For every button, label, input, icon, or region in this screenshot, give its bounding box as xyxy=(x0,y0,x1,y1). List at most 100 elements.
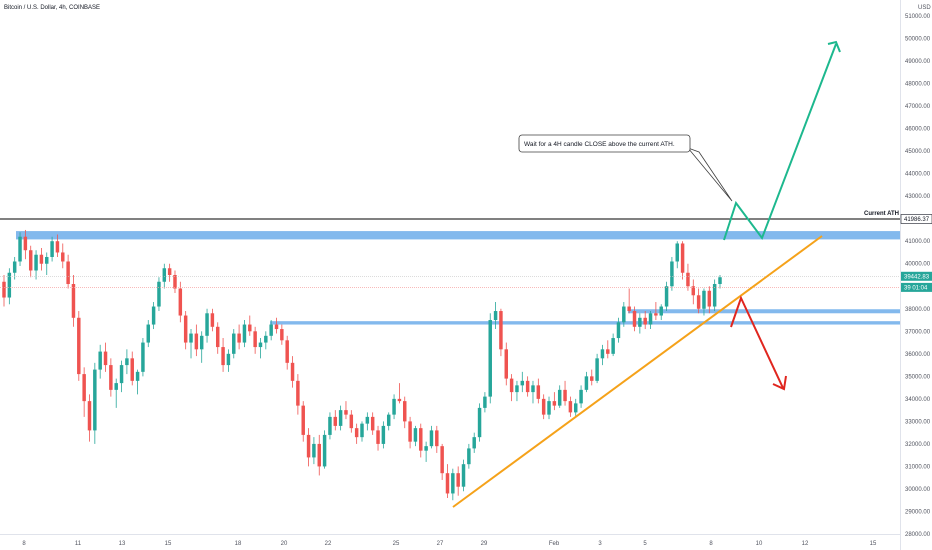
candle[interactable] xyxy=(563,380,567,406)
annotation-callout[interactable]: Wait for a 4H candle CLOSE above the cur… xyxy=(518,134,733,202)
candle[interactable] xyxy=(125,349,129,375)
candle[interactable] xyxy=(285,335,289,370)
candle[interactable] xyxy=(552,392,557,411)
candle[interactable] xyxy=(557,385,562,408)
candle[interactable] xyxy=(606,340,610,359)
candle[interactable] xyxy=(440,443,444,480)
candle[interactable] xyxy=(499,308,503,357)
candle[interactable] xyxy=(317,434,321,476)
candle[interactable] xyxy=(376,425,380,451)
candle[interactable] xyxy=(306,428,311,467)
candle[interactable] xyxy=(301,401,305,442)
candle[interactable] xyxy=(135,369,140,395)
bearish-projection-arrow[interactable] xyxy=(730,295,784,389)
candle[interactable] xyxy=(627,288,631,314)
candle[interactable] xyxy=(253,326,257,354)
candle[interactable] xyxy=(413,425,418,447)
candle[interactable] xyxy=(7,268,12,305)
candle[interactable] xyxy=(322,430,327,469)
candle[interactable] xyxy=(109,358,113,397)
candle[interactable] xyxy=(691,279,696,305)
candle[interactable] xyxy=(632,306,637,332)
candle[interactable] xyxy=(403,396,407,429)
candle[interactable] xyxy=(93,362,97,444)
candle[interactable] xyxy=(670,256,674,291)
candle[interactable] xyxy=(119,360,124,393)
candle[interactable] xyxy=(360,421,364,442)
candle[interactable] xyxy=(579,385,583,408)
candle[interactable] xyxy=(531,380,535,404)
candle[interactable] xyxy=(221,338,225,372)
candle[interactable] xyxy=(547,396,551,420)
candle[interactable] xyxy=(12,256,17,280)
candle[interactable] xyxy=(365,412,370,431)
candle[interactable] xyxy=(648,311,653,330)
candle[interactable] xyxy=(328,412,332,440)
candle[interactable] xyxy=(183,311,188,350)
candle[interactable] xyxy=(18,232,22,266)
candle[interactable] xyxy=(408,416,412,449)
candle[interactable] xyxy=(370,412,375,435)
candle[interactable] xyxy=(622,302,626,327)
candle[interactable] xyxy=(290,356,295,388)
candle[interactable] xyxy=(707,286,712,314)
candle[interactable] xyxy=(573,398,578,417)
candle[interactable] xyxy=(274,317,279,334)
candle[interactable] xyxy=(451,468,455,501)
candle[interactable] xyxy=(584,371,589,393)
candle[interactable] xyxy=(157,277,161,312)
resistance-zone-zone-mid-upper[interactable] xyxy=(628,309,900,314)
candle[interactable] xyxy=(525,376,530,397)
candle[interactable] xyxy=(520,371,525,393)
candle[interactable] xyxy=(568,396,573,417)
candle[interactable] xyxy=(616,317,621,343)
candle[interactable] xyxy=(344,401,348,420)
candle[interactable] xyxy=(98,344,102,379)
candle[interactable] xyxy=(509,374,514,402)
candle[interactable] xyxy=(2,275,6,307)
candle[interactable] xyxy=(338,405,343,431)
candle[interactable] xyxy=(114,378,118,408)
candle[interactable] xyxy=(151,302,156,330)
candle[interactable] xyxy=(205,308,209,343)
candle[interactable] xyxy=(178,281,183,323)
candle[interactable] xyxy=(461,459,466,492)
candle[interactable] xyxy=(467,443,471,469)
candle[interactable] xyxy=(504,342,509,386)
candle[interactable] xyxy=(215,322,220,354)
candle[interactable] xyxy=(242,320,247,348)
candle[interactable] xyxy=(386,412,391,431)
candle[interactable] xyxy=(141,338,145,377)
candle[interactable] xyxy=(167,263,172,282)
bullish-projection-arrow[interactable] xyxy=(723,43,837,241)
candle[interactable] xyxy=(103,342,108,372)
candle[interactable] xyxy=(258,338,263,359)
candle[interactable] xyxy=(87,394,92,442)
candle[interactable] xyxy=(312,437,316,465)
candle[interactable] xyxy=(381,421,386,449)
candle[interactable] xyxy=(232,329,236,359)
candle[interactable] xyxy=(718,275,722,289)
candle[interactable] xyxy=(445,464,450,498)
candle[interactable] xyxy=(590,369,594,386)
candle[interactable] xyxy=(536,378,541,404)
candle[interactable] xyxy=(66,254,70,289)
resistance-zone-zone-mid-lower[interactable] xyxy=(270,321,900,325)
candle[interactable] xyxy=(210,308,215,332)
candle[interactable] xyxy=(226,349,231,372)
candle[interactable] xyxy=(45,252,49,275)
candle[interactable] xyxy=(493,302,498,330)
candle[interactable] xyxy=(269,320,273,341)
candle[interactable] xyxy=(456,466,460,496)
candle[interactable] xyxy=(39,247,44,271)
candle[interactable] xyxy=(189,329,193,359)
candle[interactable] xyxy=(702,288,706,316)
candle[interactable] xyxy=(61,243,65,269)
candle[interactable] xyxy=(237,324,241,350)
candle[interactable] xyxy=(680,241,685,280)
candle[interactable] xyxy=(611,333,615,357)
candle[interactable] xyxy=(333,410,338,431)
candle[interactable] xyxy=(659,304,663,321)
